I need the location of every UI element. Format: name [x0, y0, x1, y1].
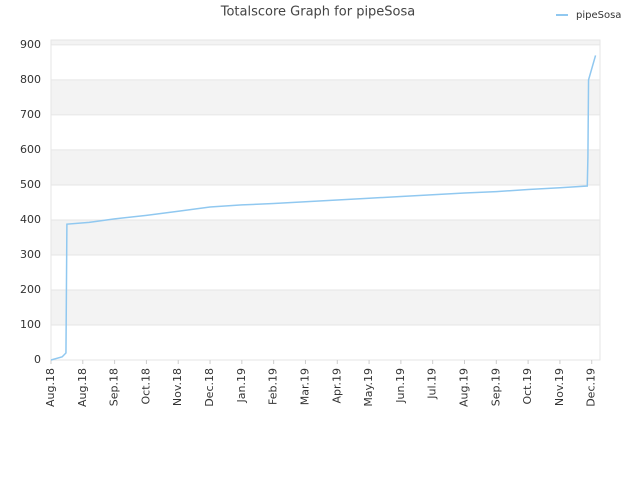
- x-tick-label: Apr.19: [330, 368, 343, 404]
- y-tick-label: 700: [20, 108, 41, 121]
- grid-band: [51, 289, 600, 325]
- x-tick-label: Aug.19: [457, 368, 470, 407]
- x-tick-label: Aug.18: [44, 368, 57, 407]
- chart-title: Totalscore Graph for pipeSosa: [220, 5, 416, 20]
- x-tick-label: Sep.18: [108, 368, 121, 406]
- grid-band: [51, 79, 600, 115]
- y-tick-label: 300: [20, 248, 41, 261]
- y-tick-label: 500: [20, 178, 41, 191]
- legend-label: pipeSosa: [576, 10, 621, 21]
- y-tick-label: 100: [20, 318, 41, 331]
- x-tick-label: Jul.19: [426, 368, 439, 400]
- x-tick-label: Feb.19: [267, 368, 280, 405]
- x-tick-label: May.19: [362, 368, 375, 407]
- x-tick-label: Dec.18: [203, 368, 216, 407]
- series-line: [50, 55, 597, 361]
- y-tick-label: 800: [20, 73, 41, 86]
- grid-band: [51, 40, 600, 45]
- y-tick-label: 600: [20, 143, 41, 156]
- y-tick-label: 900: [20, 38, 41, 51]
- x-tick-label: Nov.18: [171, 368, 184, 406]
- x-tick-label: Sep.19: [489, 368, 502, 406]
- x-tick-label: Aug.18: [76, 368, 89, 407]
- x-tick-label: Mar.19: [298, 368, 311, 405]
- x-tick-label: Oct.19: [521, 368, 534, 405]
- grid-band: [51, 149, 600, 185]
- y-tick-label: 0: [34, 353, 41, 366]
- x-tick-label: Nov.19: [553, 368, 566, 406]
- x-tick-label: Jan.19: [235, 368, 248, 403]
- x-tick-label: Dec.19: [585, 368, 598, 407]
- x-tick-label: Oct.18: [139, 368, 152, 405]
- grid-band: [51, 219, 600, 255]
- y-tick-label: 400: [20, 213, 41, 226]
- y-tick-label: 200: [20, 283, 41, 296]
- x-tick-label: Jun.19: [394, 368, 407, 404]
